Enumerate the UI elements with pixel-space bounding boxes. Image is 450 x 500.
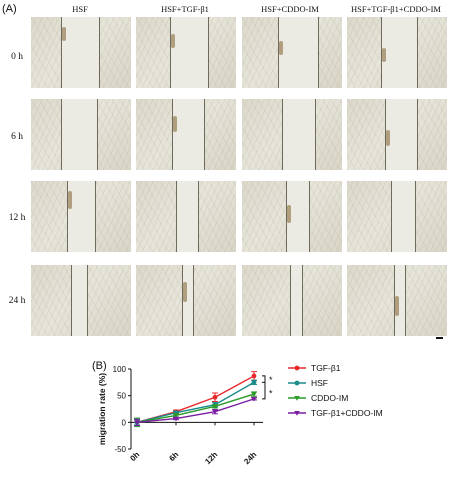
data-point [251, 373, 257, 379]
row-label-24h: 24 h [8, 296, 26, 306]
micrograph-tile [347, 181, 447, 252]
micrograph-tile [31, 265, 131, 336]
legend-label: HSF [311, 378, 328, 388]
legend-label: TGF-β1 [311, 363, 341, 373]
x-tick-label: 6h [167, 450, 180, 463]
micrograph-tile [347, 265, 447, 336]
micrograph-tile [31, 99, 131, 170]
panel-b-label: (B) [92, 360, 107, 372]
micrograph-tile [242, 181, 342, 252]
column-header-hsf-cddo: HSF+CDDO-IM [261, 4, 319, 14]
data-point [251, 379, 257, 385]
micrograph-tile [31, 17, 131, 88]
column-header-hsf-tgf: HSF+TGF-β1 [161, 4, 209, 14]
row-label-0h: 0 h [11, 52, 23, 62]
data-point [173, 413, 179, 419]
row-label-12h: 12 h [8, 213, 26, 223]
y-tick-label: 100 [113, 365, 127, 374]
x-tick-label: 0h [128, 450, 141, 463]
scale-bar [436, 337, 443, 339]
legend-marker [294, 365, 300, 371]
legend-label: CDDO-IM [311, 393, 348, 403]
y-tick-label: -50 [114, 445, 126, 454]
legend-marker [294, 380, 300, 386]
micrograph-tile [347, 17, 447, 88]
significance-star: * [269, 375, 273, 385]
micrograph-tile [136, 99, 236, 170]
panel-a-label: (A) [2, 3, 17, 15]
x-tick-label: 12h [203, 450, 219, 466]
micrograph-tile [242, 17, 342, 88]
legend-marker [294, 396, 300, 401]
series-line [136, 398, 255, 424]
micrograph-tile [136, 17, 236, 88]
legend-label: TGF-β1+CDDO-IM [311, 408, 383, 418]
data-point [173, 416, 179, 422]
column-header-hsf: HSF [72, 4, 88, 14]
data-point [212, 394, 218, 400]
y-tick-label: 0 [122, 418, 127, 427]
micrograph-tile [136, 265, 236, 336]
migration-rate-chart: 100 50 0 -50 migration rate (%) 0h 6h 12h 24h * * T… [97, 363, 383, 466]
data-point [251, 396, 257, 402]
data-point [251, 392, 257, 397]
micrograph-tile [347, 99, 447, 170]
series-line [136, 393, 255, 424]
micrograph-tile [242, 265, 342, 336]
micrograph-tile [31, 181, 131, 252]
y-axis-label: migration rate (%) [97, 373, 107, 445]
micrograph-tile [136, 181, 236, 252]
data-point [212, 404, 218, 410]
significance-bracket [262, 375, 266, 400]
y-tick-label: 50 [117, 392, 126, 401]
data-point [134, 420, 140, 426]
series-line [136, 381, 255, 424]
legend-marker [294, 411, 300, 416]
micrograph-tile [242, 99, 342, 170]
data-point [212, 409, 218, 415]
x-tick-label: 24h [242, 450, 258, 466]
row-label-6h: 6 h [11, 132, 23, 142]
column-header-hsf-tgf-cddo: HSF+TGF-β1+CDDO-IM [351, 4, 441, 14]
significance-star: * [269, 389, 273, 399]
